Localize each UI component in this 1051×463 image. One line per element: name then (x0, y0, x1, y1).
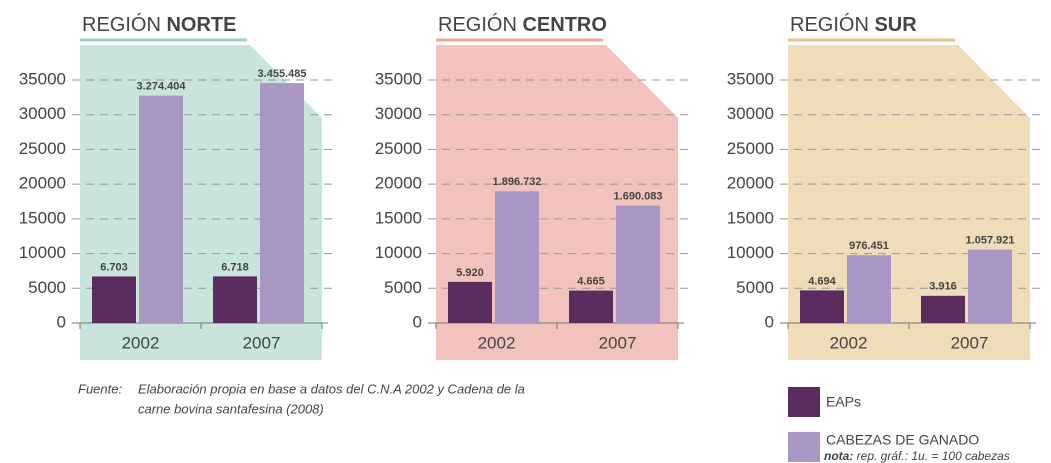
x-tick-label: 2007 (599, 333, 637, 352)
y-tick-label: 25000 (19, 139, 66, 158)
data-label: 1.690.083 (614, 191, 663, 203)
x-tick-label: 2007 (243, 333, 281, 352)
chart-title: REGIÓN CENTRO (438, 13, 607, 36)
chart-title: REGIÓN SUR (790, 13, 917, 36)
y-tick-label: 0 (57, 312, 66, 331)
bar (139, 95, 183, 323)
y-tick-label: 25000 (727, 139, 774, 158)
bar (92, 276, 136, 323)
bar (968, 249, 1012, 323)
bar (448, 281, 492, 323)
y-tick-label: 35000 (375, 69, 422, 88)
y-tick-label: 15000 (727, 208, 774, 227)
data-label: 6.718 (221, 261, 249, 273)
title-name: NORTE (166, 14, 236, 36)
y-tick-label: 30000 (727, 104, 774, 123)
note-text: rep. gráf.: 1u. = 100 cabezas (857, 449, 1010, 463)
data-label: 3.274.404 (137, 81, 187, 93)
y-tick-label: 5000 (28, 278, 66, 297)
y-tick-label: 35000 (19, 69, 66, 88)
title-region: REGIÓN (82, 13, 161, 36)
y-tick-label: 25000 (375, 139, 422, 158)
source-text: Elaboración propia en base a datos del C… (138, 381, 525, 396)
source-label: Fuente: (78, 381, 122, 396)
title-region: REGIÓN (790, 13, 869, 36)
source-text: carne bovina santafesina (2008) (138, 401, 324, 416)
title-name: CENTRO (522, 14, 606, 36)
y-tick-label: 15000 (19, 208, 66, 227)
x-tick-label: 2007 (951, 333, 989, 352)
data-label: 3.455.485 (258, 68, 307, 80)
data-label: 1.057.921 (966, 234, 1015, 246)
bar (847, 255, 891, 323)
legend-swatch (788, 432, 820, 462)
data-label: 4.665 (577, 276, 605, 288)
bar (616, 205, 660, 323)
y-tick-label: 20000 (727, 174, 774, 193)
bar (260, 83, 304, 324)
x-tick-label: 2002 (478, 333, 516, 352)
note-label: nota: (824, 449, 853, 463)
y-tick-label: 0 (413, 312, 422, 331)
legend-swatch (788, 387, 820, 417)
data-label: 3.916 (929, 281, 957, 293)
y-tick-label: 20000 (19, 174, 66, 193)
y-tick-label: 5000 (384, 278, 422, 297)
title-region: REGIÓN (438, 13, 517, 36)
chart-title: REGIÓN NORTE (82, 13, 236, 36)
data-label: 1.896.732 (493, 176, 542, 188)
y-tick-label: 10000 (375, 243, 422, 262)
data-label: 5.920 (456, 267, 484, 279)
y-tick-label: 0 (765, 312, 774, 331)
y-tick-label: 35000 (727, 69, 774, 88)
x-tick-label: 2002 (122, 333, 160, 352)
bar (213, 276, 257, 323)
charts: REGIÓN NORTE 0 5000 10000 15000 20000 25000 300… (19, 13, 1042, 462)
y-tick-label: 5000 (736, 278, 774, 297)
y-tick-label: 10000 (19, 243, 66, 262)
data-label: 976.451 (849, 240, 889, 252)
y-tick-label: 30000 (19, 104, 66, 123)
bar (569, 290, 613, 323)
legend-label: EAPs (826, 394, 861, 410)
y-tick-label: 15000 (375, 208, 422, 227)
data-label: 4.694 (808, 275, 836, 287)
note: nota: rep. gráf.: 1u. = 100 cabezas (824, 449, 1010, 463)
y-tick-label: 20000 (375, 174, 422, 193)
x-tick-label: 2002 (830, 333, 868, 352)
y-tick-label: 10000 (727, 243, 774, 262)
bar (495, 191, 539, 323)
y-tick-label: 30000 (375, 104, 422, 123)
bar (921, 295, 965, 323)
legend-label: CABEZAS DE GANADO (826, 432, 979, 448)
bar (800, 290, 844, 323)
title-name: SUR (874, 14, 917, 36)
data-label: 6.703 (100, 261, 128, 273)
